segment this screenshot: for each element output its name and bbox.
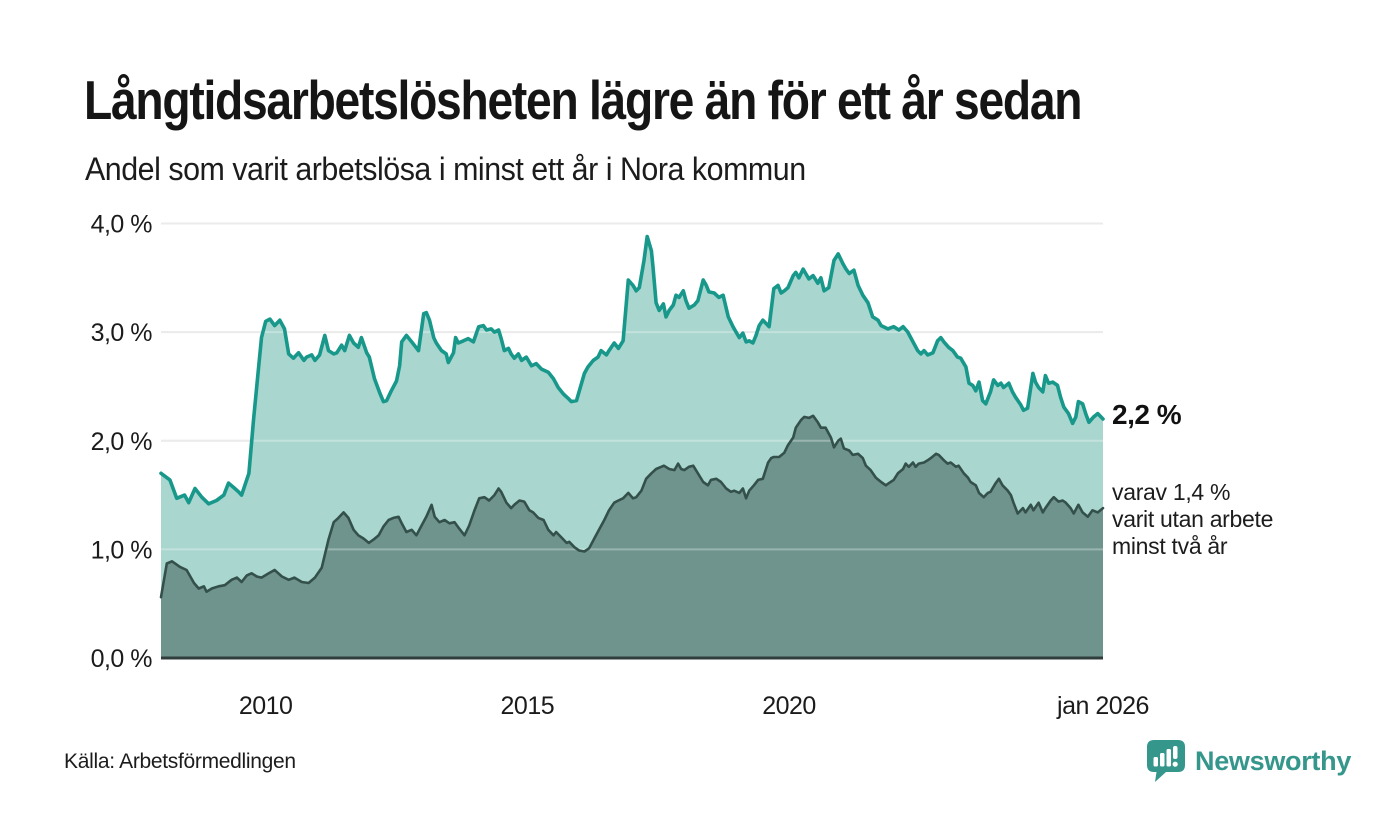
- series-line-0: [159, 234, 1105, 506]
- secondary-annotation-line: varav 1,4 %: [1112, 479, 1231, 505]
- y-tick-label: 3,0 %: [91, 319, 153, 347]
- x-tick-label: 2020: [762, 692, 816, 720]
- end-value-label: 2,2 %: [1112, 399, 1182, 430]
- series-line-1: [159, 414, 1105, 599]
- area-fill-1: [161, 415, 1103, 658]
- source-note: Källa: Arbetsförmedlingen: [64, 750, 296, 773]
- y-axis-labels: 0,0 % 1,0 % 2,0 % 3,0 % 4,0 %: [91, 211, 153, 674]
- secondary-annotation-line: minst två år: [1112, 533, 1228, 559]
- page-subtitle: Andel som varit arbetslösa i minst ett å…: [85, 151, 806, 187]
- y-tick-label: 2,0 %: [91, 428, 153, 456]
- y-tick-label: 1,0 %: [91, 536, 153, 564]
- y-tick-label: 0,0 %: [91, 645, 153, 673]
- newsworthy-logo-text: Newsworthy: [1195, 746, 1352, 776]
- x-tick-label: 2010: [239, 692, 293, 720]
- y-tick-label: 4,0 %: [91, 211, 153, 239]
- secondary-annotation: varav 1,4 % varit utan arbete minst två …: [1112, 479, 1273, 560]
- x-tick-label: 2015: [501, 692, 555, 720]
- bar-chart-speech-bubble-icon: [1147, 740, 1185, 782]
- x-axis-labels: 2010 2015 2020 jan 2026: [239, 692, 1150, 720]
- page-title: Långtidsarbetslösheten lägre än för ett …: [84, 69, 1083, 131]
- secondary-annotation-line: varit utan arbete: [1112, 506, 1274, 532]
- newsworthy-logo: Newsworthy: [1146, 739, 1351, 787]
- x-tick-label: jan 2026: [1056, 692, 1149, 720]
- gridlines-overlay: [161, 222, 1103, 551]
